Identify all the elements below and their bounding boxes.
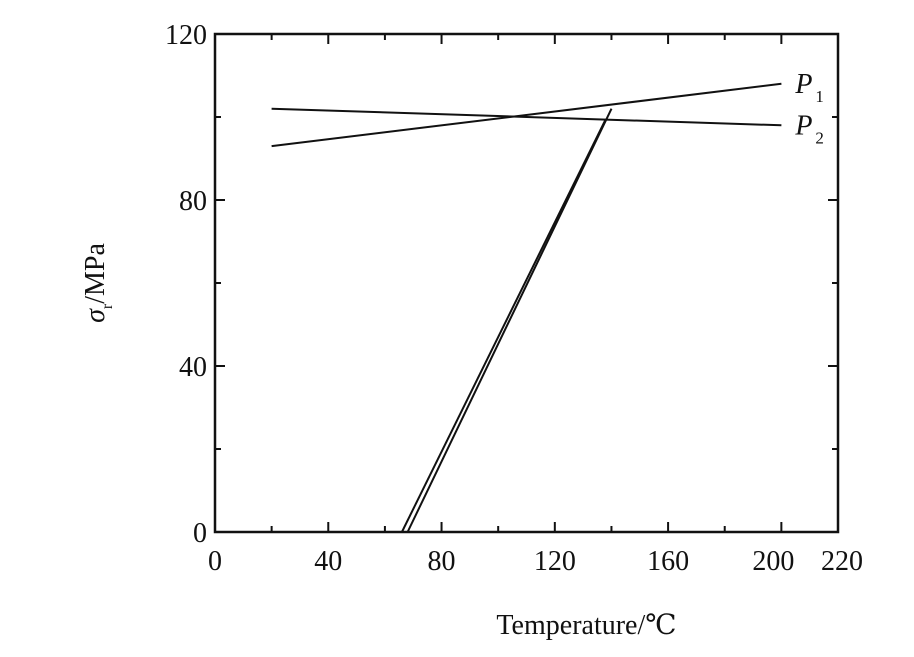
series-line-p2 [271,107,782,127]
series-label-sub: 2 [815,128,824,147]
y-axis-unit: /MPa [80,243,111,304]
y-tick-label: 40 [179,352,207,383]
y-axis-label: σr/MPa [80,243,116,323]
x-tick-label: 40 [314,546,342,577]
plot-frame [213,32,840,534]
series-label-p1: P [794,69,812,100]
y-axis-symbol: σ [80,308,111,323]
series-label-p2: P [794,110,812,141]
x-tick-label: 200 [752,546,794,577]
x-tick-label: 80 [428,546,456,577]
series-label-sub: 1 [815,87,824,106]
x-tick-label: 120 [534,546,576,577]
x-axis-label: Temperature/℃ [496,610,676,641]
series-line-p1 [271,82,782,148]
y-tick-label: 120 [165,20,207,51]
series-line-curve-2 [401,118,607,533]
series-group [271,82,782,533]
y-tick-label: 80 [179,186,207,217]
x-tick-label: 160 [647,546,689,577]
svg-text:σr/MPa: σr/MPa [80,243,116,323]
y-tick-label: 0 [193,518,207,549]
x-tick-label: 220 [821,546,863,577]
y-axis-subscript: r [99,303,116,309]
x-tick-label: 0 [208,546,222,577]
series-line-curve-3 [406,108,613,533]
